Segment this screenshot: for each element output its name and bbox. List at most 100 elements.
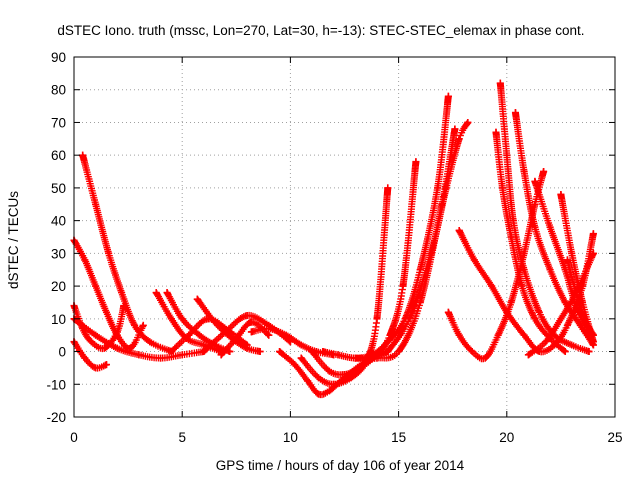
data-point bbox=[265, 331, 273, 339]
data-point bbox=[395, 348, 403, 356]
data-point bbox=[444, 308, 452, 316]
data-point bbox=[178, 351, 186, 359]
data-point bbox=[520, 331, 528, 339]
data-point bbox=[163, 289, 171, 297]
data-series-arc18 bbox=[384, 118, 472, 356]
data-point bbox=[494, 331, 502, 339]
data-point bbox=[157, 354, 165, 362]
data-point bbox=[221, 328, 229, 336]
x-tick-label: 15 bbox=[391, 430, 406, 445]
data-point bbox=[589, 338, 597, 346]
data-point bbox=[561, 348, 569, 356]
data-series-arc14 bbox=[297, 184, 392, 388]
data-point bbox=[511, 109, 519, 117]
data-point bbox=[291, 361, 299, 369]
data-point bbox=[498, 184, 506, 192]
data-point bbox=[384, 184, 392, 192]
data-point bbox=[92, 200, 100, 208]
data-point bbox=[557, 190, 565, 198]
data-point bbox=[113, 328, 121, 336]
data-point bbox=[113, 344, 121, 352]
y-axis-label: dSTEC / TECUs bbox=[6, 191, 21, 289]
data-points bbox=[70, 79, 597, 399]
data-point bbox=[200, 341, 208, 349]
data-point bbox=[178, 315, 186, 323]
data-point bbox=[282, 331, 290, 339]
data-series-arc22 bbox=[492, 128, 569, 356]
data-point bbox=[384, 348, 392, 356]
data-point bbox=[102, 308, 110, 316]
data-point bbox=[200, 348, 208, 356]
y-tick-label: 40 bbox=[51, 214, 66, 229]
data-point bbox=[557, 315, 565, 323]
data-point bbox=[139, 321, 147, 329]
x-tick-label: 0 bbox=[70, 430, 78, 445]
data-point bbox=[524, 351, 532, 359]
data-point bbox=[488, 282, 496, 290]
data-point bbox=[247, 318, 255, 326]
data-point bbox=[265, 325, 273, 333]
data-point bbox=[196, 331, 204, 339]
data-point bbox=[185, 331, 193, 339]
data-point bbox=[243, 344, 251, 352]
data-point bbox=[330, 380, 338, 388]
data-point bbox=[347, 374, 355, 382]
data-point bbox=[232, 334, 240, 342]
data-series-arc23 bbox=[511, 109, 597, 349]
data-point bbox=[589, 230, 597, 238]
data-point bbox=[384, 338, 392, 346]
data-point bbox=[451, 125, 459, 133]
data-series-arc9 bbox=[193, 295, 264, 356]
data-point bbox=[315, 390, 323, 398]
data-point bbox=[507, 298, 515, 306]
x-tick-label: 25 bbox=[607, 430, 622, 445]
data-point bbox=[405, 315, 413, 323]
data-point bbox=[373, 354, 381, 362]
data-point bbox=[167, 348, 175, 356]
chart-title: dSTEC Iono. truth (mssc, Lon=270, Lat=30… bbox=[57, 23, 584, 38]
data-point bbox=[531, 223, 539, 231]
data-point bbox=[444, 92, 452, 100]
data-point bbox=[334, 351, 342, 359]
data-series-arc19 bbox=[444, 168, 548, 363]
data-point bbox=[243, 312, 251, 320]
data-point bbox=[135, 351, 143, 359]
data-point bbox=[399, 282, 407, 290]
y-tick-label: -10 bbox=[46, 377, 66, 392]
data-point bbox=[520, 168, 528, 176]
y-tick-label: 70 bbox=[51, 115, 66, 130]
data-point bbox=[92, 364, 100, 372]
data-point bbox=[412, 158, 420, 166]
data-point bbox=[572, 289, 580, 297]
data-point bbox=[518, 282, 526, 290]
data-point bbox=[585, 348, 593, 356]
data-point bbox=[304, 377, 312, 385]
data-point bbox=[92, 331, 100, 339]
data-point bbox=[81, 256, 89, 264]
data-point bbox=[81, 354, 89, 362]
series-markers bbox=[444, 168, 548, 363]
data-point bbox=[568, 341, 576, 349]
x-tick-label: 5 bbox=[178, 430, 186, 445]
data-point bbox=[542, 338, 550, 346]
data-point bbox=[540, 168, 548, 176]
data-point bbox=[535, 308, 543, 316]
data-point bbox=[503, 308, 511, 316]
y-tick-label: 30 bbox=[51, 246, 66, 261]
data-point bbox=[546, 266, 554, 274]
data-point bbox=[427, 249, 435, 257]
data-point bbox=[315, 374, 323, 382]
data-point bbox=[100, 344, 108, 352]
data-point bbox=[503, 151, 511, 159]
data-point bbox=[341, 370, 348, 378]
data-point bbox=[563, 321, 571, 329]
data-point bbox=[356, 364, 364, 372]
data-point bbox=[589, 331, 597, 339]
y-tick-label: 90 bbox=[51, 50, 66, 65]
y-tick-label: 60 bbox=[51, 148, 66, 163]
data-point bbox=[87, 338, 95, 346]
y-tick-label: 50 bbox=[51, 181, 66, 196]
data-point bbox=[455, 226, 463, 234]
data-point bbox=[589, 249, 597, 257]
